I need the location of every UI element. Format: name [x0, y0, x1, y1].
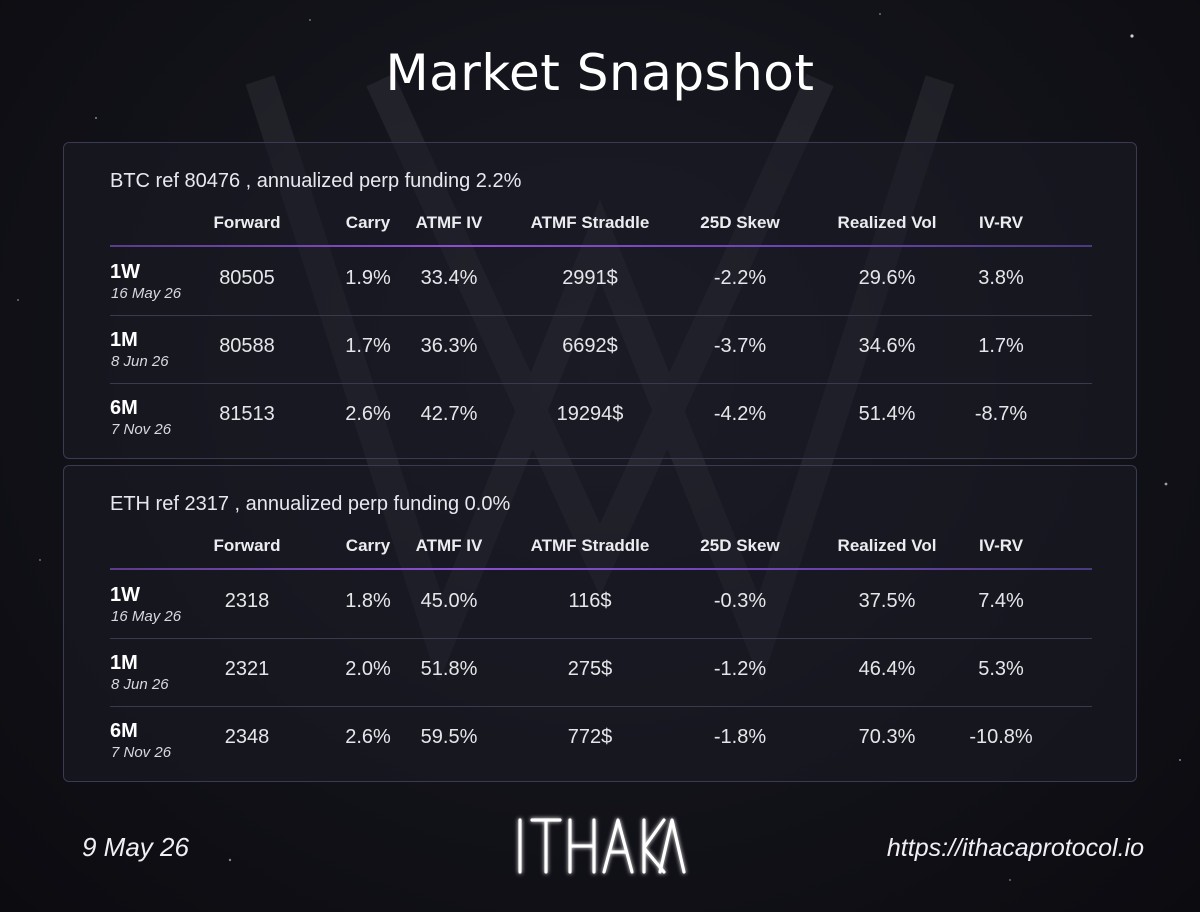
row-divider: [110, 706, 1092, 707]
table-cell: -8.7%: [974, 403, 1028, 425]
table-cell: 70.3%: [858, 726, 916, 748]
table-cell: -1.8%: [713, 726, 767, 748]
table-cell: 45.0%: [420, 590, 478, 612]
table-cell: 7.4%: [978, 590, 1024, 612]
column-header: 25D Skew: [700, 213, 780, 232]
table-cell: 2348: [224, 726, 270, 748]
table-row: 1W 16 May 26 80505 1.9% 33.4% 2991$ -2.2% 29.6%…: [64, 247, 1136, 315]
table-cell: -2.2%: [713, 267, 767, 289]
table-cell: 19294$: [556, 403, 624, 425]
column-header: Realized Vol: [837, 213, 937, 232]
table-cell: 2321: [224, 658, 270, 680]
table-cell: 2.6%: [345, 403, 391, 425]
table-cell: 2.6%: [345, 726, 391, 748]
table-cell: 116$: [568, 590, 612, 612]
eth-table-header: Forward Carry ATMF IV ATMF Straddle 25D Skew…: [64, 536, 1136, 566]
tenor-label: 1M: [110, 652, 138, 674]
table-row: 6M 7 Nov 26 81513 2.6% 42.7% 19294$ -4.2% 51.4%…: [64, 383, 1136, 451]
table-cell: 59.5%: [420, 726, 478, 748]
eth-panel-heading: ETH ref 2317 , annualized perp funding 0…: [110, 493, 511, 515]
row-divider: [110, 315, 1092, 316]
column-header: IV-RV: [978, 213, 1024, 232]
table-cell: 772$: [567, 726, 613, 748]
eth-header-divider: [110, 568, 1092, 570]
eth-panel: ETH ref 2317 , annualized perp funding 0…: [63, 465, 1137, 782]
column-header: Carry: [345, 536, 391, 555]
column-header: 25D Skew: [700, 536, 780, 555]
tenor-label: 6M: [110, 720, 138, 742]
table-cell: -10.8%: [969, 726, 1033, 748]
expiry-date: 7 Nov 26: [111, 744, 172, 761]
column-header: Realized Vol: [837, 536, 937, 555]
btc-panel: BTC ref 80476 , annualized perp funding …: [63, 142, 1137, 459]
table-cell: 1.9%: [345, 267, 391, 289]
expiry-date: 8 Jun 26: [111, 676, 169, 693]
table-cell: 51.4%: [858, 403, 916, 425]
table-cell: -1.2%: [713, 658, 767, 680]
column-header: IV-RV: [978, 536, 1024, 555]
table-cell: 81513: [219, 403, 275, 425]
btc-table-header: Forward Carry ATMF IV ATMF Straddle 25D Skew…: [64, 213, 1136, 243]
table-cell: 2.0%: [345, 658, 391, 680]
table-cell: 42.7%: [420, 403, 478, 425]
table-cell: 6692$: [562, 335, 618, 357]
row-divider: [110, 638, 1092, 639]
page-title: Market Snapshot: [385, 44, 815, 102]
expiry-date: 8 Jun 26: [111, 353, 169, 370]
table-cell: 37.5%: [858, 590, 916, 612]
tenor-label: 1W: [110, 261, 140, 283]
expiry-date: 16 May 26: [111, 285, 182, 302]
table-cell: 80505: [219, 267, 275, 289]
table-cell: 46.4%: [858, 658, 916, 680]
table-cell: -3.7%: [713, 335, 767, 357]
table-cell: 29.6%: [858, 267, 916, 289]
column-header: ATMF Straddle: [530, 536, 650, 555]
table-cell: 1.7%: [978, 335, 1024, 357]
website-link[interactable]: https://ithacaprotocol.io: [886, 834, 1144, 862]
btc-panel-heading: BTC ref 80476 , annualized perp funding …: [110, 170, 522, 192]
column-header: ATMF IV: [415, 536, 483, 555]
table-cell: 1.8%: [345, 590, 391, 612]
table-cell: 5.3%: [978, 658, 1024, 680]
table-row: 6M 7 Nov 26 2348 2.6% 59.5% 772$ -1.8% 70.3% -10…: [64, 706, 1136, 774]
table-cell: 2318: [224, 590, 270, 612]
table-cell: 51.8%: [420, 658, 478, 680]
column-header: ATMF IV: [415, 213, 483, 232]
table-cell: 3.8%: [978, 267, 1024, 289]
expiry-date: 7 Nov 26: [111, 421, 172, 438]
btc-header-divider: [110, 245, 1092, 247]
table-row: 1W 16 May 26 2318 1.8% 45.0% 116$ -0.3% 37.5% 7.…: [64, 570, 1136, 638]
column-header: Forward: [213, 213, 281, 232]
table-cell: 80588: [219, 335, 275, 357]
column-header: Forward: [213, 536, 281, 555]
tenor-label: 1W: [110, 584, 140, 606]
table-cell: 34.6%: [858, 335, 916, 357]
tenor-label: 6M: [110, 397, 138, 419]
table-cell: -4.2%: [713, 403, 767, 425]
table-row: 1M 8 Jun 26 2321 2.0% 51.8% 275$ -1.2% 46.4% 5.3…: [64, 638, 1136, 706]
table-cell: -0.3%: [713, 590, 767, 612]
column-header: Carry: [345, 213, 391, 232]
expiry-date: 16 May 26: [111, 608, 182, 625]
table-cell: 33.4%: [420, 267, 478, 289]
row-divider: [110, 383, 1092, 384]
tenor-label: 1M: [110, 329, 138, 351]
table-cell: 36.3%: [420, 335, 478, 357]
table-row: 1M 8 Jun 26 80588 1.7% 36.3% 6692$ -3.7% 34.6% 1…: [64, 315, 1136, 383]
snapshot-date: 9 May 26: [82, 832, 189, 862]
table-cell: 1.7%: [345, 335, 391, 357]
table-cell: 275$: [567, 658, 613, 680]
table-cell: 2991$: [562, 267, 618, 289]
column-header: ATMF Straddle: [530, 213, 650, 232]
ithaca-logo: [518, 818, 686, 874]
